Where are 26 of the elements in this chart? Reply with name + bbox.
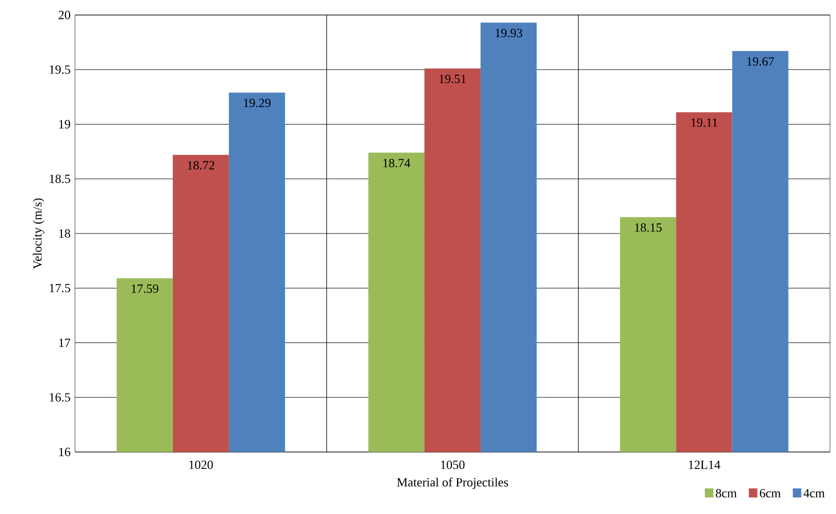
y-tick-label: 16 [59,448,70,456]
data-label: 19.67 [747,57,774,66]
data-label: 19.29 [244,98,271,108]
data-label: 19.51 [440,74,466,84]
y-tick-label: 17.5 [50,284,70,292]
y-tick-label: 20 [58,10,70,20]
legend-label: 8cm [716,488,737,498]
y-tick-label: 17 [59,338,70,347]
data-label: 19.11 [691,118,718,127]
y-tick-label: 19.5 [50,65,70,74]
y-tick-label: 19 [59,120,70,128]
x-tick-label: 1020 [189,460,213,470]
x-tick-label: 1050 [441,460,465,470]
data-label: 19.93 [496,28,522,38]
data-label: 17.59 [132,284,158,293]
legend-label: 4cm [804,488,825,498]
y-axis-title: Velocity (m/s) [32,198,44,269]
data-label: 18.74 [383,158,410,168]
y-tick-label: 16.5 [50,393,70,402]
data-label: 18.72 [188,161,214,170]
data-label: 18.15 [635,223,662,232]
x-axis-title: Material of Projectiles [396,478,508,490]
y-tick-label: 18 [59,229,70,238]
legend-label: 6cm [760,488,781,498]
y-tick-label: 18.5 [50,174,70,184]
x-tick-label: 12L14 [688,460,720,469]
